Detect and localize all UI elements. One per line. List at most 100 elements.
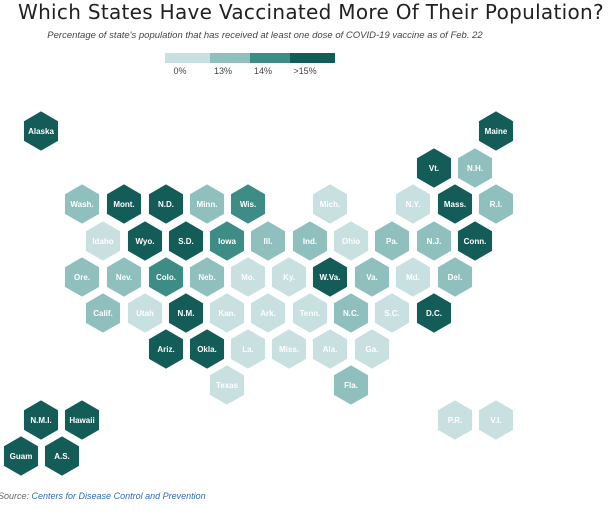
state-tile-mich[interactable]: Mich. (311, 182, 349, 226)
state-hex-vt[interactable] (415, 146, 453, 190)
state-tile-ariz[interactable]: Ariz. (147, 327, 185, 371)
state-tile-ore[interactable]: Ore. (63, 255, 101, 299)
state-hex-guam[interactable] (2, 434, 40, 478)
state-hex-nc[interactable] (332, 291, 370, 335)
state-tile-dc[interactable]: D.C. (415, 291, 453, 335)
state-tile-guam[interactable]: Guam (2, 434, 40, 478)
state-tile-pa[interactable]: Pa. (373, 219, 411, 263)
state-tile-mass[interactable]: Mass. (436, 182, 474, 226)
state-hex-hawaii[interactable] (63, 398, 101, 442)
state-hex-iowa[interactable] (208, 219, 246, 263)
state-hex-pr[interactable] (436, 398, 474, 442)
state-hex-neb[interactable] (188, 255, 226, 299)
state-hex-okla[interactable] (188, 327, 226, 371)
state-hex-ill[interactable] (249, 219, 287, 263)
state-hex-nh[interactable] (456, 146, 494, 190)
state-hex-tenn[interactable] (291, 291, 329, 335)
state-hex-as[interactable] (43, 434, 81, 478)
state-hex-mass[interactable] (436, 182, 474, 226)
state-hex-nj[interactable] (415, 219, 453, 263)
state-hex-wash[interactable] (63, 182, 101, 226)
state-hex-ind[interactable] (291, 219, 329, 263)
state-hex-mont[interactable] (105, 182, 143, 226)
state-tile-vi[interactable]: V.I. (477, 398, 515, 442)
state-tile-nd[interactable]: N.D. (147, 182, 185, 226)
state-hex-ariz[interactable] (147, 327, 185, 371)
state-tile-ill[interactable]: Ill. (249, 219, 287, 263)
state-hex-ark[interactable] (249, 291, 287, 335)
state-tile-del[interactable]: Del. (436, 255, 474, 299)
state-hex-calif[interactable] (84, 291, 122, 335)
state-hex-ri[interactable] (477, 182, 515, 226)
state-hex-texas[interactable] (208, 363, 246, 407)
state-tile-ala[interactable]: Ala. (311, 327, 349, 371)
state-hex-nm[interactable] (167, 291, 205, 335)
state-tile-la[interactable]: La. (229, 327, 267, 371)
state-tile-ri[interactable]: R.I. (477, 182, 515, 226)
state-tile-va[interactable]: Va. (353, 255, 391, 299)
state-hex-ga[interactable] (353, 327, 391, 371)
state-hex-dc[interactable] (415, 291, 453, 335)
state-hex-nev[interactable] (105, 255, 143, 299)
state-tile-wyo[interactable]: Wyo. (126, 219, 164, 263)
state-tile-kan[interactable]: Kan. (208, 291, 246, 335)
state-hex-pa[interactable] (373, 219, 411, 263)
state-tile-mont[interactable]: Mont. (105, 182, 143, 226)
state-tile-iowa[interactable]: Iowa (208, 219, 246, 263)
state-hex-idaho[interactable] (84, 219, 122, 263)
state-hex-nmi[interactable] (22, 398, 60, 442)
state-tile-calif[interactable]: Calif. (84, 291, 122, 335)
state-tile-ind[interactable]: Ind. (291, 219, 329, 263)
state-hex-sc[interactable] (373, 291, 411, 335)
state-hex-ala[interactable] (311, 327, 349, 371)
state-hex-va[interactable] (353, 255, 391, 299)
state-hex-ny[interactable] (394, 182, 432, 226)
state-tile-tenn[interactable]: Tenn. (291, 291, 329, 335)
state-tile-wis[interactable]: Wis. (229, 182, 267, 226)
state-tile-miss[interactable]: Miss. (270, 327, 308, 371)
state-tile-ohio[interactable]: Ohio (332, 219, 370, 263)
state-tile-nc[interactable]: N.C. (332, 291, 370, 335)
state-hex-miss[interactable] (270, 327, 308, 371)
state-hex-wyo[interactable] (126, 219, 164, 263)
state-hex-del[interactable] (436, 255, 474, 299)
state-hex-ohio[interactable] (332, 219, 370, 263)
state-tile-utah[interactable]: Utah (126, 291, 164, 335)
state-hex-conn[interactable] (456, 219, 494, 263)
state-tile-nmi[interactable]: N.M.I. (22, 398, 60, 442)
state-tile-idaho[interactable]: Idaho (84, 219, 122, 263)
state-tile-sc[interactable]: S.C. (373, 291, 411, 335)
state-tile-wva[interactable]: W.Va. (311, 255, 349, 299)
state-tile-texas[interactable]: Texas (208, 363, 246, 407)
state-hex-utah[interactable] (126, 291, 164, 335)
state-hex-alaska[interactable] (22, 109, 60, 153)
state-tile-colo[interactable]: Colo. (147, 255, 185, 299)
state-hex-mich[interactable] (311, 182, 349, 226)
state-tile-nj[interactable]: N.J. (415, 219, 453, 263)
state-hex-ky[interactable] (270, 255, 308, 299)
state-hex-la[interactable] (229, 327, 267, 371)
state-hex-sd[interactable] (167, 219, 205, 263)
state-hex-mo[interactable] (229, 255, 267, 299)
state-hex-colo[interactable] (147, 255, 185, 299)
state-tile-maine[interactable]: Maine (477, 109, 515, 153)
state-hex-wva[interactable] (311, 255, 349, 299)
state-tile-ark[interactable]: Ark. (249, 291, 287, 335)
state-hex-ore[interactable] (63, 255, 101, 299)
state-hex-wis[interactable] (229, 182, 267, 226)
state-tile-nh[interactable]: N.H. (456, 146, 494, 190)
state-tile-pr[interactable]: P.R. (436, 398, 474, 442)
state-tile-nev[interactable]: Nev. (105, 255, 143, 299)
state-tile-minn[interactable]: Minn. (188, 182, 226, 226)
state-tile-conn[interactable]: Conn. (456, 219, 494, 263)
state-tile-as[interactable]: A.S. (43, 434, 81, 478)
state-tile-wash[interactable]: Wash. (63, 182, 101, 226)
state-tile-ky[interactable]: Ky. (270, 255, 308, 299)
state-tile-alaska[interactable]: Alaska (22, 109, 60, 153)
state-tile-sd[interactable]: S.D. (167, 219, 205, 263)
state-tile-hawaii[interactable]: Hawaii (63, 398, 101, 442)
state-hex-fla[interactable] (332, 363, 370, 407)
state-hex-nd[interactable] (147, 182, 185, 226)
state-hex-maine[interactable] (477, 109, 515, 153)
state-tile-md[interactable]: Md. (394, 255, 432, 299)
